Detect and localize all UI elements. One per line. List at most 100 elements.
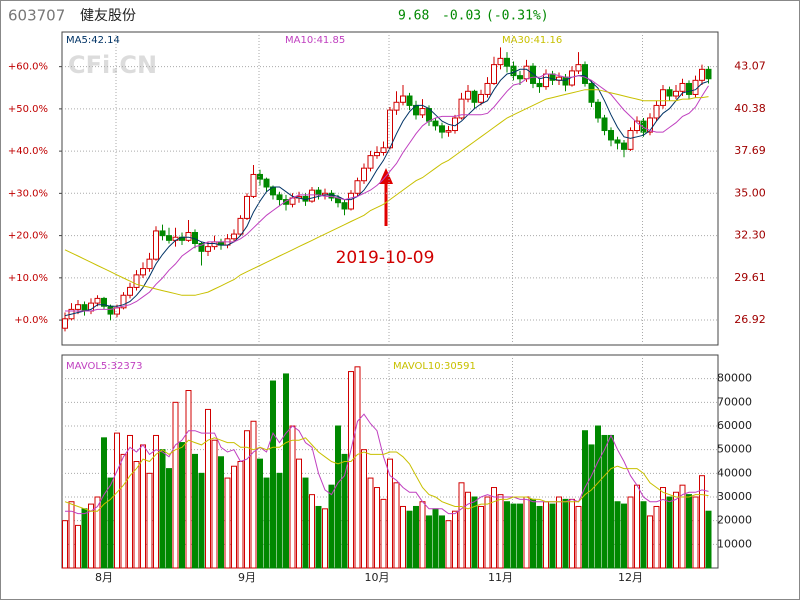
candle-body [647, 117, 653, 133]
y-tick-label: 30000 [717, 490, 752, 503]
candle-body [699, 68, 705, 81]
volume-bar [510, 503, 517, 569]
y2-tick-label: +10.0% [8, 273, 48, 284]
candle-body [660, 89, 666, 106]
volume-bar [660, 487, 666, 569]
y-tick-label: 43.07 [734, 60, 766, 73]
volume-bar [621, 503, 627, 569]
volume-bar [380, 498, 387, 569]
candle-body [491, 64, 497, 84]
candle-body [614, 139, 621, 144]
candle-body [705, 68, 712, 80]
volume-bar [549, 503, 556, 569]
candle-body [530, 65, 536, 84]
candle-body [250, 173, 257, 197]
volume-bar [224, 477, 231, 569]
volume-bar [374, 487, 380, 569]
ma-line [64, 89, 709, 296]
volume-bar [640, 501, 647, 569]
volume-bar [211, 439, 218, 569]
volume-bar [504, 501, 510, 569]
y-tick-label: 70000 [717, 395, 752, 408]
volume-bar [276, 472, 283, 569]
volume-bar [614, 501, 621, 569]
volume-bar [231, 465, 237, 569]
candle-body [575, 64, 582, 72]
volume-bar [413, 505, 419, 569]
volume-bar [588, 444, 595, 569]
volume-bar [439, 515, 445, 569]
x-tick-label: 9月 [238, 571, 256, 584]
candle-body [62, 318, 68, 329]
volume-bar [393, 482, 400, 569]
volume-bar [608, 434, 614, 569]
candle-body [640, 120, 647, 133]
candle-body [634, 120, 640, 132]
volume-bar [497, 494, 504, 569]
legend-entry: MA30:41.16 [502, 35, 562, 46]
candle-body [608, 130, 614, 141]
volume-bar [699, 475, 705, 569]
y2-tick-label: +50.0% [8, 104, 48, 115]
candle-body [315, 189, 322, 196]
candle-body [400, 95, 406, 103]
candle-body [120, 294, 127, 309]
volume-bar [491, 487, 497, 569]
candle-body [627, 130, 634, 150]
volume-bar [81, 508, 88, 569]
volume-bar [562, 498, 569, 569]
volume-bar [432, 508, 439, 569]
candle-body [198, 242, 205, 252]
ma-line [64, 68, 709, 317]
candle-body [393, 101, 400, 111]
volume-bar [146, 472, 153, 569]
ma-line [65, 413, 709, 515]
candle-body [205, 246, 211, 252]
volume-bar [426, 515, 432, 569]
candle-body [257, 173, 263, 180]
candle-body [166, 235, 172, 241]
y-tick-label: 60000 [717, 419, 752, 432]
volume-bar [166, 468, 172, 569]
volume-bar [452, 510, 458, 569]
candle-body [679, 82, 686, 92]
price: 9.68 [398, 9, 429, 24]
volume-bar [705, 510, 712, 569]
volume-bar [387, 458, 393, 569]
candle-body [523, 65, 530, 80]
candle-body [159, 230, 166, 237]
candle-body [244, 195, 250, 219]
candle-body [666, 89, 673, 97]
y-tick-label: 80000 [717, 372, 752, 385]
volume-bar [627, 496, 634, 569]
y2-tick-label: +0.0% [14, 315, 48, 326]
x-tick-label: 11月 [488, 571, 513, 584]
volume-bar [289, 425, 296, 569]
candle-body [114, 307, 120, 315]
volume-bar [257, 458, 263, 569]
y-tick-label: 40.38 [734, 102, 766, 115]
x-tick-label: 12月 [618, 571, 643, 584]
legend-entry: MA5:42.14 [66, 35, 120, 46]
volume-bar [517, 503, 523, 569]
volume-bar [419, 501, 426, 569]
volume-bar [575, 505, 582, 569]
volume-bar [68, 501, 75, 569]
candle-body [354, 180, 361, 194]
candle-body [588, 82, 595, 103]
ma-line [64, 437, 709, 512]
candle-body [341, 202, 348, 210]
candle-body [543, 73, 549, 88]
volume-bar [458, 482, 465, 569]
candle-body [94, 297, 101, 304]
volume-bar [62, 520, 68, 569]
y-tick-label: 50000 [717, 443, 752, 456]
x-tick-label: 10月 [365, 571, 390, 584]
change: -0.03 [442, 9, 481, 24]
candle-body [237, 217, 244, 235]
candle-body [458, 98, 465, 119]
x-tick-label: 8月 [95, 571, 113, 584]
y2-tick-label: +30.0% [8, 188, 48, 199]
candle-body [283, 199, 289, 205]
